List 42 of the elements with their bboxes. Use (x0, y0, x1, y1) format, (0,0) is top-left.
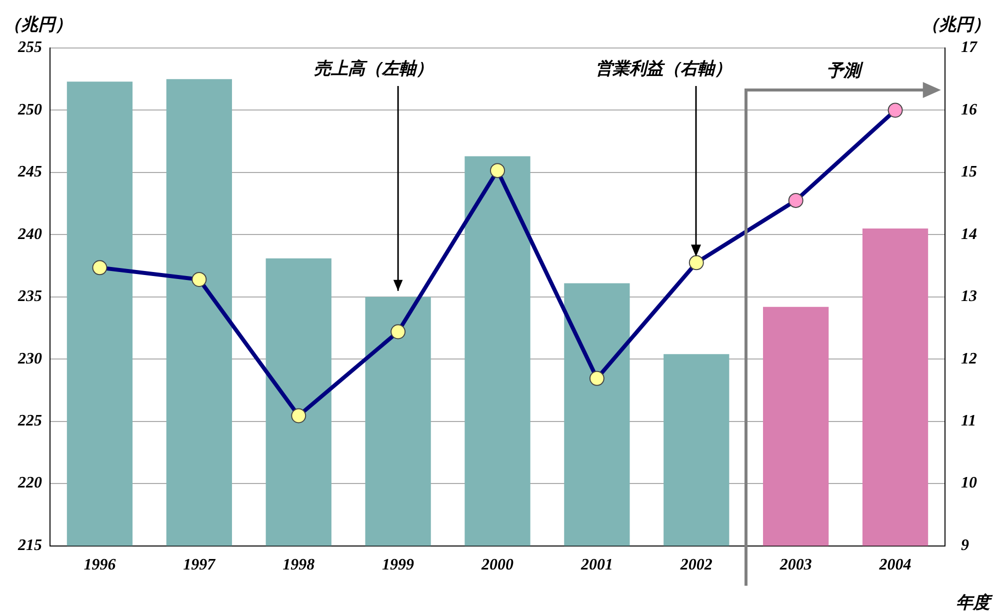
y-tick-label: 250 (17, 101, 42, 118)
point (788, 192, 804, 208)
y2-tick-label: 17 (961, 39, 978, 56)
annotation: 営業利益（右軸） (595, 58, 732, 79)
x-tick-label: 2004 (878, 556, 912, 574)
x-tick-label: 2002 (679, 556, 712, 574)
y-tick-label: 220 (17, 474, 42, 492)
point (490, 163, 505, 178)
y-tick-label: 215 (17, 536, 42, 554)
y-tick-label: 235 (17, 288, 42, 306)
x-axis-title: 年度 (956, 592, 993, 613)
point (291, 408, 306, 424)
y-tick-label: 255 (17, 39, 42, 56)
y2-tick-label: 14 (961, 226, 977, 243)
point (888, 102, 903, 118)
annotation: 予測 (826, 60, 864, 81)
point (192, 272, 207, 287)
y2-tick-label: 16 (961, 101, 977, 118)
point (688, 255, 704, 270)
y-axis-title: （兆円） (4, 14, 72, 35)
y-tick-label: 245 (17, 164, 42, 181)
y2-tick-label: 9 (961, 536, 969, 554)
y-tick-label: 225 (17, 412, 42, 430)
x-tick-label: 1996 (84, 556, 116, 574)
y2-tick-label: 15 (961, 164, 977, 181)
x-tick-label: 2003 (778, 556, 812, 574)
annotation: 売上高（左軸） (313, 58, 434, 79)
point (390, 324, 406, 340)
y2-tick-label: 11 (961, 412, 976, 430)
y2-tick-label: 10 (961, 474, 977, 492)
x-tick-label: 2001 (580, 556, 613, 574)
x-tick-label: 1998 (282, 556, 315, 574)
x-tick-label: 1997 (183, 556, 216, 574)
y-tick-label: 240 (17, 226, 42, 243)
point (92, 260, 108, 276)
y-tick-label: 230 (17, 350, 42, 368)
point (589, 370, 604, 386)
x-tick-label: 2000 (480, 556, 514, 574)
y2-axis-title: （兆円） (922, 14, 990, 35)
y2-tick-label: 13 (961, 288, 977, 306)
x-tick-label: 1999 (382, 556, 414, 574)
y2-tick-label: 12 (961, 350, 977, 368)
